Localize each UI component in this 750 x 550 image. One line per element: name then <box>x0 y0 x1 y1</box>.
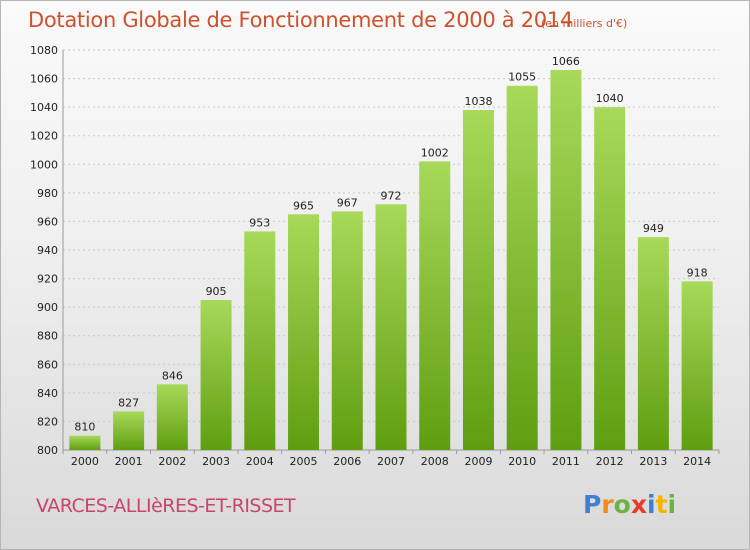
x-tick-label: 2008 <box>421 455 449 468</box>
y-tick-label: 1040 <box>30 101 58 114</box>
bar-value-label: 827 <box>118 396 139 409</box>
commune-name: VARCES-ALLIèRES-ET-RISSET <box>36 495 296 517</box>
bar-value-label: 1002 <box>421 146 449 159</box>
bar <box>681 281 713 450</box>
bar <box>69 435 101 450</box>
y-tick-label: 860 <box>37 358 58 371</box>
y-tick-label: 960 <box>37 215 58 228</box>
bar-value-label: 1038 <box>464 95 492 108</box>
bar <box>113 411 145 450</box>
y-tick-label: 1060 <box>30 73 58 86</box>
x-tick-label: 2000 <box>71 455 99 468</box>
y-tick-label: 820 <box>37 415 58 428</box>
bar-value-label: 810 <box>74 421 95 434</box>
x-tick-label: 2002 <box>158 455 186 468</box>
bar <box>462 110 494 450</box>
logo-letter: t <box>655 490 668 519</box>
bar-value-label: 965 <box>293 199 314 212</box>
axes: 800 820 840 860 880 900 920 940 960 980 1000 1020 10… <box>30 44 720 468</box>
x-tick-label: 2014 <box>683 455 711 468</box>
bar <box>200 300 232 450</box>
x-tick-label: 2007 <box>377 455 405 468</box>
x-tick-label: 2009 <box>464 455 492 468</box>
x-tick-label: 2006 <box>333 455 361 468</box>
bar <box>637 237 669 450</box>
y-tick-label: 920 <box>37 273 58 286</box>
x-tick-label: 2004 <box>246 455 274 468</box>
bar-value-label: 1066 <box>552 55 580 68</box>
y-tick-label: 880 <box>37 330 58 343</box>
labels: 810 827 846 905 953 965 967 972 1002 1038 1055 1066… <box>74 55 707 434</box>
bar-value-label: 953 <box>249 216 270 229</box>
y-tick-label: 1080 <box>30 44 58 57</box>
y-tick-label: 800 <box>37 444 58 457</box>
y-tick-label: 1000 <box>30 158 58 171</box>
bar-value-label: 846 <box>162 369 183 382</box>
bar <box>288 214 320 450</box>
bar <box>419 161 451 450</box>
logo-letter: i <box>647 490 656 519</box>
x-tick-label: 2013 <box>639 455 667 468</box>
bar <box>550 70 582 450</box>
bar-value-label: 972 <box>381 189 402 202</box>
x-tick-label: 2010 <box>508 455 536 468</box>
bar <box>375 204 407 450</box>
y-tick-label: 980 <box>37 187 58 200</box>
logo-letter: o <box>613 490 631 519</box>
y-tick-label: 900 <box>37 301 58 314</box>
bar-value-label: 1040 <box>596 92 624 105</box>
bar <box>594 107 626 451</box>
bar <box>331 211 363 450</box>
bar <box>156 384 188 450</box>
bar <box>506 85 538 450</box>
chart-title: Dotation Globale de Fonctionnement de 20… <box>28 8 573 32</box>
chart-unit-note: (en milliers d'€) <box>541 17 628 30</box>
logo-letter: r <box>601 490 614 519</box>
y-tick-label: 840 <box>37 387 58 400</box>
bars <box>69 70 713 451</box>
logo-letter: i <box>667 490 677 519</box>
proxiti-logo[interactable]: Proxiti <box>583 490 676 519</box>
x-tick-label: 2005 <box>290 455 318 468</box>
x-tick-label: 2001 <box>115 455 143 468</box>
y-tick-label: 940 <box>37 244 58 257</box>
bar-value-label: 1055 <box>508 71 536 84</box>
bar-value-label: 967 <box>337 196 358 209</box>
bar-value-label: 949 <box>643 222 664 235</box>
x-tick-label: 2011 <box>552 455 580 468</box>
bar <box>244 231 276 450</box>
logo-letter: x <box>630 490 647 519</box>
logo-letter: P <box>583 490 602 519</box>
bar-value-label: 918 <box>687 266 708 279</box>
y-tick-label: 1020 <box>30 130 58 143</box>
x-tick-label: 2003 <box>202 455 230 468</box>
bar-value-label: 905 <box>206 285 227 298</box>
x-tick-label: 2012 <box>596 455 624 468</box>
